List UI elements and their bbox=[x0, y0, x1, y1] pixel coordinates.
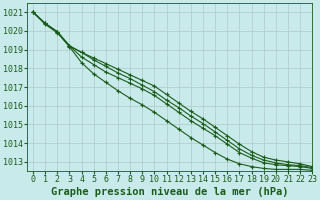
X-axis label: Graphe pression niveau de la mer (hPa): Graphe pression niveau de la mer (hPa) bbox=[51, 187, 288, 197]
